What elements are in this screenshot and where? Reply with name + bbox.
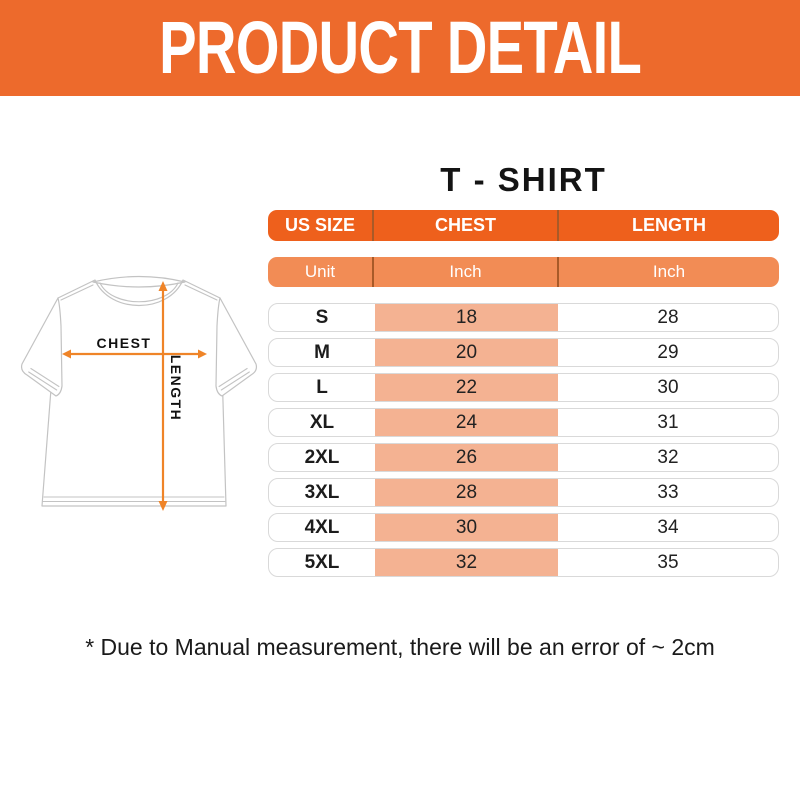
- size-row: XL 24 31: [268, 408, 779, 437]
- size-cell: S: [315, 306, 329, 328]
- size-rows: S 18 28 M 20 29 L 22 30 XL 24 31 2XL 26 …: [268, 303, 779, 577]
- length-cell: 32: [657, 446, 679, 468]
- product-title: T - SHIRT: [440, 161, 607, 198]
- size-row: 4XL 30 34: [268, 513, 779, 542]
- chest-cell: 26: [375, 444, 558, 471]
- chest-cell: 24: [375, 409, 558, 436]
- size-cell: 5XL: [304, 551, 340, 573]
- length-cell: 34: [657, 516, 679, 538]
- chest-cell: 30: [375, 514, 558, 541]
- size-cell: XL: [309, 411, 335, 433]
- tshirt-right-sleeve: [215, 297, 258, 397]
- header-cell-length: LENGTH: [632, 215, 706, 235]
- tshirt-left-sleeve: [20, 297, 63, 397]
- chest-arrow: [62, 349, 207, 359]
- chest-cell: 22: [375, 374, 558, 401]
- size-row: 2XL 26 32: [268, 443, 779, 472]
- banner-title: PRODUCT DETAIL: [159, 6, 642, 89]
- unit-row: Unit Inch Inch: [268, 257, 779, 287]
- collar-band-inner: [99, 282, 179, 303]
- size-table-header-row: US SIZE CHEST LENGTH: [268, 210, 779, 241]
- size-panel: T - SHIRT US SIZE CHEST LENGTH Unit Inch…: [268, 158, 779, 583]
- size-row: 5XL 32 35: [268, 548, 779, 577]
- length-arrow: [158, 281, 168, 511]
- header-cell-chest: CHEST: [374, 210, 559, 241]
- chest-measure-label: CHEST: [97, 335, 152, 351]
- tshirt-diagram: CHEST LENGTH: [20, 275, 258, 511]
- length-cell: 35: [657, 551, 679, 573]
- header-cell-us-size: US SIZE: [268, 210, 374, 241]
- size-row: L 22 30: [268, 373, 779, 402]
- right-cuff-lines: [218, 367, 250, 391]
- size-cell: M: [314, 341, 330, 363]
- chest-cell: 20: [375, 339, 558, 366]
- collar-back: [92, 275, 186, 288]
- unit-cell-label: Unit: [268, 257, 374, 287]
- left-cuff-lines: [28, 367, 60, 391]
- size-cell: L: [316, 376, 328, 398]
- length-cell: 30: [657, 376, 679, 398]
- tshirt-figure: CHEST LENGTH: [8, 268, 260, 530]
- hem-lines: [42, 496, 226, 503]
- length-cell: 29: [657, 341, 679, 363]
- shoulder-seams: [60, 284, 218, 301]
- unit-cell-chest: Inch: [374, 257, 559, 287]
- chest-cell: 18: [375, 304, 558, 331]
- chest-cell: 28: [375, 479, 558, 506]
- footnote: * Due to Manual measurement, there will …: [85, 634, 715, 660]
- unit-cell-length: Inch: [652, 262, 686, 281]
- size-row: 3XL 28 33: [268, 478, 779, 507]
- size-row: S 18 28: [268, 303, 779, 332]
- size-row: M 20 29: [268, 338, 779, 367]
- size-cell: 4XL: [304, 516, 340, 538]
- banner: PRODUCT DETAIL: [0, 0, 800, 96]
- length-measure-label: LENGTH: [168, 355, 184, 422]
- length-cell: 31: [657, 411, 679, 433]
- size-cell: 2XL: [304, 446, 340, 468]
- tshirt-body: [41, 279, 227, 507]
- length-cell: 28: [657, 306, 679, 328]
- chest-cell: 32: [375, 549, 558, 576]
- size-cell: 3XL: [304, 481, 340, 503]
- length-cell: 33: [657, 481, 679, 503]
